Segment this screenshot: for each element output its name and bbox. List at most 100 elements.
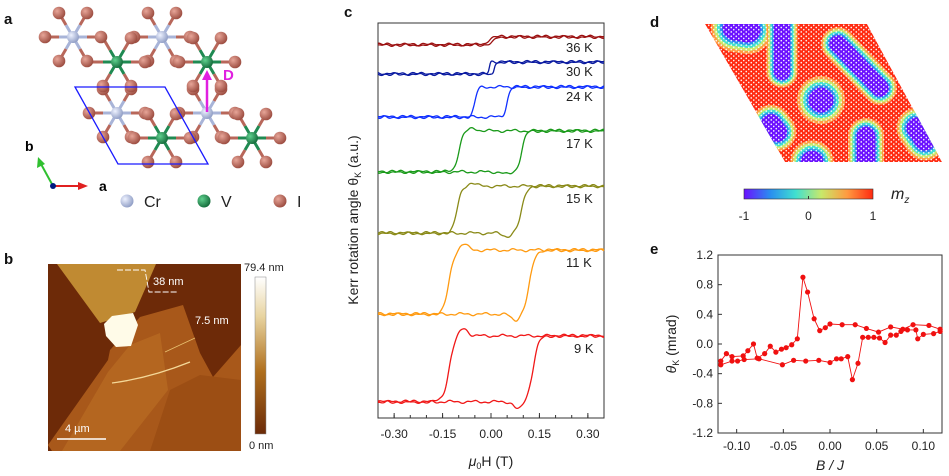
data-point [876,335,883,341]
colorbar-tick: 1 [870,209,877,223]
data-point [915,336,921,342]
loop-branch-up-36K [377,34,605,47]
data-point [735,358,741,364]
step-height-38nm: 38 nm [153,276,184,288]
series-label: 24 K [566,89,593,104]
data-point [811,316,817,322]
kerr-hysteresis-chart: 36 K 30 K 24 K 17 K 15 K 11 K 9 K -0.30 -0.15 0.… [345,22,605,471]
series-label: 9 K [574,341,594,356]
loop-branch-up-24K [377,84,605,120]
chromium-atom [67,31,79,43]
scale-bar-label: 4 µm [65,423,90,435]
loop-branch-down-36K [377,34,605,47]
chromium-atom [201,107,213,119]
iodine-atom [169,155,183,169]
x-tick-label: 0.30 [576,427,600,441]
iodine-atom [52,54,66,68]
legend-label: I [297,194,301,211]
afm-scale-max: 79.4 nm [244,262,284,274]
data-point [898,328,904,334]
loop-branch-down-30K [377,59,605,77]
data-point [855,360,861,366]
iodine-atom [124,31,138,45]
panel-label-b: b [4,251,13,268]
mz-label: mz [891,186,909,206]
panel-label-a: a [4,11,13,28]
data-point [926,322,932,329]
iodine-atom [217,131,231,145]
x-axis-label-sub: 0 [476,461,481,471]
data-point [833,356,840,362]
dmi-vector-arrow [202,70,212,112]
series-label: 30 K [566,64,593,79]
x-tick-label: 0.10 [912,439,936,453]
x-tick-label: -0.30 [380,427,408,441]
iodine-atom [127,131,141,145]
legend-swatch-v [197,194,211,208]
series-label: 11 K [566,255,592,270]
iodine-atom [259,155,273,169]
iodine-atom [172,55,186,69]
iodine-atom [80,54,94,68]
data-point [803,358,809,364]
data-point [783,345,789,351]
legend-swatch-cr [120,194,134,208]
data-point [827,321,833,327]
data-point [794,336,800,342]
data-point [849,377,856,383]
series-line-1 [720,329,941,382]
panel-label-c: c [344,4,352,21]
series-label: 15 K [566,191,593,206]
data-point [875,329,882,335]
data-point [745,348,751,354]
iodine-atom [96,79,110,93]
colorbar-tick: -1 [739,209,750,223]
data-point [910,322,916,328]
loop-branch-up-15K [377,183,605,238]
iodine-atom [141,155,155,169]
afm-colorbar [254,276,267,435]
iodine-atom [52,6,66,20]
vanadium-atom [156,132,168,144]
spin-texture-map: -1 0 1 mz [705,24,942,223]
axis-a-label: a [99,178,107,194]
data-point [904,327,911,333]
data-point [723,351,730,357]
vanadium-atom [111,56,123,68]
data-point [913,327,919,333]
y-tick-label: 0.8 [696,278,713,292]
data-point [762,351,768,357]
iodine-atom [273,131,287,145]
loop-branch-up-17K [377,128,605,175]
x-axis-label-rest: H (T) [481,453,513,469]
data-point [816,357,822,363]
data-point [817,328,823,334]
plot-frame [377,22,605,419]
data-point [756,356,762,362]
legend-swatch-i [273,194,287,208]
data-point [838,356,844,362]
data-point [791,357,797,363]
data-point [741,356,747,363]
crystal-structure [38,6,287,169]
loop-branch-up-11K [377,247,605,322]
x-tick-label: 0.15 [528,427,552,441]
data-point [888,332,894,338]
loop-branch-up-9K [377,333,605,410]
iodine-atom [231,107,245,121]
iodine-atom [141,107,155,121]
iodine-atom [94,30,108,44]
data-point [773,349,779,355]
kerr-simulation-chart: -0.10 -0.05 0.00 0.05 0.10 1.2 0.8 0.4 0.0 -0.4 -0… [663,248,943,473]
atom-legend: Cr V I [120,194,301,211]
x-axis-label-mu: μ [468,453,477,469]
data-point [839,322,845,328]
data-point [718,362,724,368]
x-tick-label: 0.00 [479,427,503,441]
data-point [937,328,943,334]
data-point [789,342,795,348]
iodine-atom [214,31,228,45]
series-label: 17 K [566,136,593,151]
x-tick-label: 0.00 [818,439,842,453]
chromium-atom [156,31,168,43]
